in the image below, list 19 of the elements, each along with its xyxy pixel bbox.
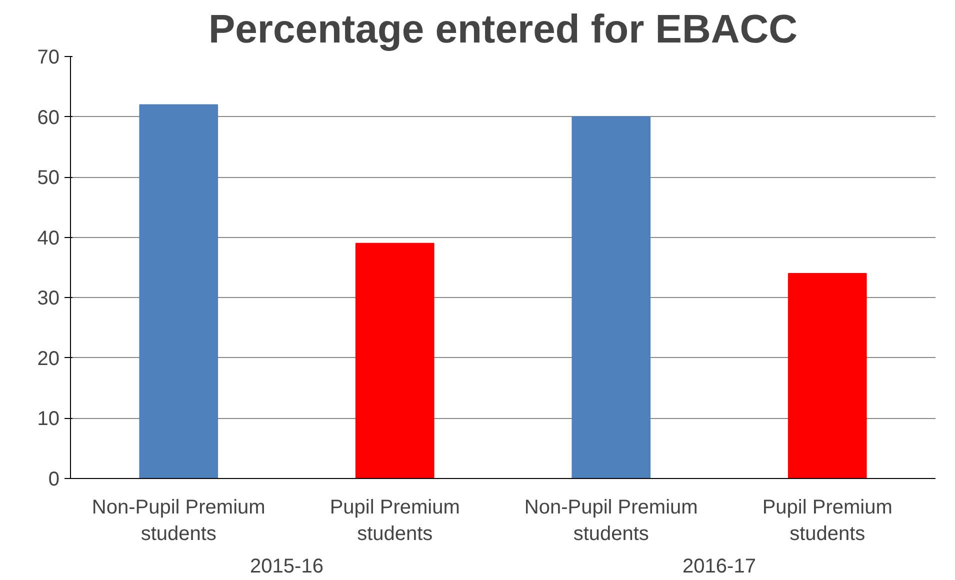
y-tick-label: 30: [37, 288, 60, 310]
bar: [572, 116, 651, 478]
bar: [788, 273, 867, 478]
bar: [139, 104, 218, 478]
text: 2016-17: [682, 556, 756, 578]
y-tick-label: 0: [48, 468, 60, 490]
y-tick-label: 20: [37, 348, 60, 370]
x-tick-label: Non-Pupil Premium students: [524, 496, 698, 545]
y-tick-label: 60: [37, 106, 60, 129]
chart-title: Percentage entered for EBACC: [208, 8, 798, 52]
y-tick-label: 40: [37, 227, 60, 250]
y-tick-label: 10: [37, 408, 60, 430]
x-tick-label: Non-Pupil Premium students: [92, 496, 266, 545]
y-tick-label: 50: [37, 167, 60, 190]
text: 2015-16: [250, 556, 324, 578]
y-tick-label: 70: [37, 46, 60, 68]
bar: [355, 242, 434, 478]
x-tick-label: Pupil Premium students: [330, 496, 460, 545]
x-tick-label: Pupil Premium students: [762, 496, 892, 545]
